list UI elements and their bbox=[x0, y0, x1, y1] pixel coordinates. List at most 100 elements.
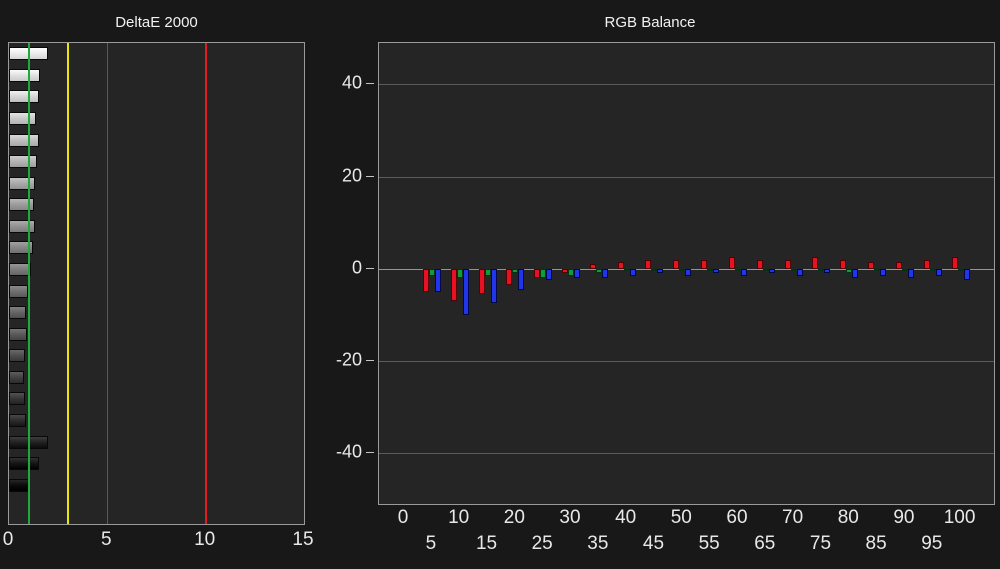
rgb-bar-blue bbox=[574, 268, 580, 279]
rgb-bar-green bbox=[874, 268, 881, 272]
rgb-x-tick-label: 10 bbox=[448, 507, 470, 528]
rgb-y-tick-label: 20 bbox=[341, 165, 362, 186]
rgb-y-tick-label: -20 bbox=[335, 349, 362, 370]
rgb-x-tick-label: 90 bbox=[893, 507, 915, 528]
rgb-bar-blue bbox=[852, 268, 859, 279]
gridline-horizontal bbox=[379, 176, 994, 178]
rgb-bar-green bbox=[818, 268, 825, 272]
rgb-y-tick-mark bbox=[366, 452, 374, 454]
deltae-x-tick-label: 10 bbox=[194, 529, 216, 550]
deltae-plot-area bbox=[8, 42, 305, 525]
rgb-bar-red bbox=[617, 261, 624, 269]
rgb-bar-blue bbox=[935, 268, 942, 276]
rgb-bar-blue bbox=[462, 268, 469, 315]
rgb-x-tick-label: 80 bbox=[837, 507, 859, 528]
rgb-x-tick-label: 95 bbox=[921, 533, 943, 554]
deltae-bar bbox=[9, 349, 25, 363]
gridline-horizontal bbox=[379, 84, 994, 86]
reference-line-green bbox=[27, 43, 30, 524]
rgb-bar-blue bbox=[657, 268, 664, 274]
rgb-bar-blue bbox=[490, 268, 497, 304]
rgb-bar-blue bbox=[824, 268, 831, 274]
rgb-balance-chart-title: RGB Balance bbox=[604, 14, 696, 31]
rgb-bar-green bbox=[540, 268, 547, 279]
rgb-bar-green bbox=[762, 268, 769, 272]
rgb-bar-green bbox=[456, 268, 463, 279]
deltae-bar bbox=[9, 306, 26, 320]
rgb-x-tick-label: 70 bbox=[782, 507, 804, 528]
rgb-y-tick-mark bbox=[366, 83, 374, 85]
rgb-bar-red bbox=[895, 261, 902, 269]
rgb-bar-red bbox=[562, 268, 568, 274]
rgb-bar-red bbox=[784, 259, 791, 269]
rgb-bar-green bbox=[568, 268, 574, 276]
rgb-x-tick-label: 30 bbox=[559, 507, 581, 528]
rgb-bar-red bbox=[812, 257, 819, 269]
rgb-bar-blue bbox=[601, 268, 608, 279]
rgb-bar-red bbox=[840, 259, 847, 269]
rgb-bar-blue bbox=[713, 268, 720, 274]
deltae-bar bbox=[9, 263, 31, 276]
deltae-bar bbox=[9, 327, 27, 341]
deltae-x-tick-label: 15 bbox=[292, 529, 314, 550]
deltae-bar bbox=[9, 198, 34, 212]
rgb-y-tick-mark bbox=[366, 175, 374, 177]
rgb-bar-blue bbox=[907, 268, 914, 279]
gridline-vertical bbox=[107, 43, 109, 524]
rgb-bar-red bbox=[868, 261, 875, 269]
rgb-x-tick-label: 85 bbox=[865, 533, 887, 554]
deltae-x-tick-label: 5 bbox=[101, 529, 112, 550]
rgb-x-tick-label: 25 bbox=[531, 533, 553, 554]
rgb-bar-blue bbox=[796, 268, 803, 276]
rgb-y-tick-label: -40 bbox=[335, 441, 362, 462]
rgb-x-tick-label: 75 bbox=[809, 533, 832, 554]
rgb-bar-green bbox=[595, 268, 602, 274]
rgb-bar-blue bbox=[546, 268, 553, 281]
rgb-bar-green bbox=[512, 268, 519, 274]
rgb-bar-blue bbox=[963, 268, 970, 281]
rgb-bar-green bbox=[707, 268, 714, 272]
rgb-bar-red bbox=[951, 257, 958, 269]
deltae-bar bbox=[9, 284, 28, 298]
rgb-x-tick-label: 5 bbox=[425, 533, 437, 554]
rgb-bar-blue bbox=[768, 268, 775, 274]
rgb-x-tick-label: 65 bbox=[754, 533, 776, 554]
rgb-bar-green bbox=[734, 268, 741, 272]
rgb-bar-red bbox=[645, 259, 652, 269]
rgb-y-tick-label: 0 bbox=[351, 257, 362, 278]
deltae-bar bbox=[9, 457, 39, 471]
reference-line-yellow bbox=[67, 43, 69, 524]
deltae-bar bbox=[9, 90, 39, 104]
deltae-bar bbox=[9, 176, 35, 190]
rgb-bar-green bbox=[623, 268, 630, 272]
rgb-bar-blue bbox=[629, 268, 636, 276]
rgb-x-tick-label: 100 bbox=[943, 507, 976, 528]
rgb-y-tick-label: 40 bbox=[341, 72, 362, 93]
rgb-x-tick-label: 0 bbox=[397, 507, 409, 528]
rgb-bar-blue bbox=[685, 268, 692, 276]
deltae-bar bbox=[9, 478, 29, 492]
rgb-x-tick-label: 20 bbox=[503, 507, 525, 528]
rgb-y-tick-mark bbox=[366, 360, 374, 362]
rgb-balance-y-axis: 40 20 0 -20 -40 bbox=[326, 42, 376, 505]
rgb-bar-red bbox=[589, 264, 596, 269]
rgb-bar-red bbox=[923, 259, 930, 269]
deltae-bar bbox=[9, 219, 35, 233]
rgb-bar-green bbox=[790, 268, 797, 272]
deltae-bar bbox=[9, 241, 33, 255]
rgb-bar-green bbox=[428, 268, 435, 276]
rgb-bar-green bbox=[679, 268, 686, 272]
rgb-bar-green bbox=[484, 268, 491, 276]
rgb-bar-red bbox=[506, 268, 513, 285]
rgb-bar-blue bbox=[518, 268, 525, 290]
rgb-balance-x-axis: 0 10 20 30 40 50 60 70 80 90 100 5 15 25 35 45 55 65 75 85 9… bbox=[378, 507, 995, 559]
deltae-bar bbox=[9, 370, 24, 384]
rgb-bar-red bbox=[728, 257, 735, 269]
rgb-bar-red bbox=[534, 268, 541, 279]
rgb-bar-red bbox=[450, 268, 457, 302]
rgb-bar-blue bbox=[740, 268, 747, 276]
deltae-chart-title: DeltaE 2000 bbox=[115, 14, 198, 31]
deltae-bar bbox=[9, 68, 41, 82]
deltae-bar bbox=[9, 133, 39, 147]
